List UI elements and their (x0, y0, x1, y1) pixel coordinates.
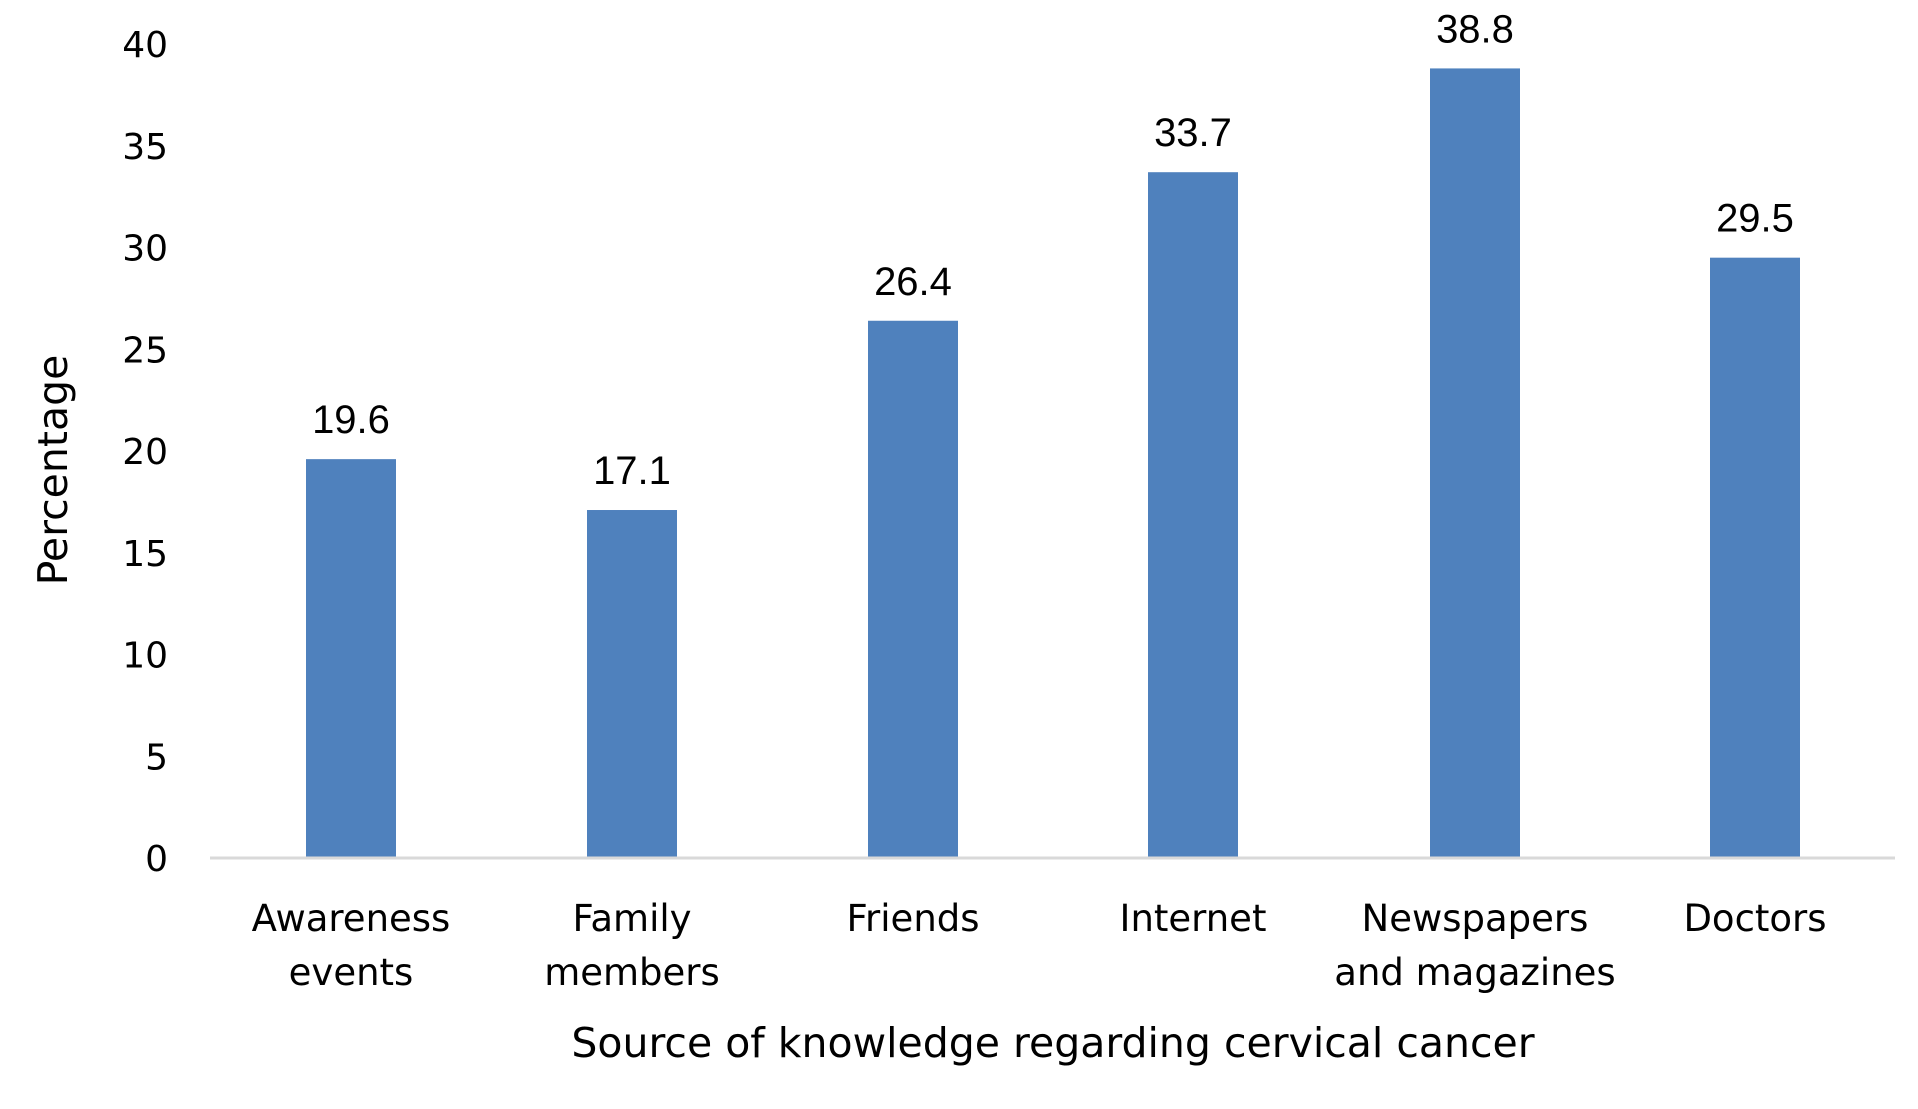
data-labels: 19.6 17.1 26.4 33.7 38.8 29.5 (312, 7, 1794, 493)
bar (306, 459, 396, 858)
category-label: members (544, 951, 720, 994)
y-tick-label: 0 (145, 839, 168, 880)
y-tick-label: 20 (122, 432, 168, 473)
category-label: Internet (1120, 897, 1267, 940)
data-label: 19.6 (312, 398, 390, 442)
bars (306, 68, 1800, 859)
y-tick-label: 10 (122, 636, 168, 677)
y-tick-label: 15 (122, 534, 168, 575)
y-tick-label: 5 (145, 737, 168, 778)
data-label: 17.1 (593, 449, 671, 493)
y-tick-label: 30 (122, 229, 168, 270)
y-tick-label: 40 (122, 25, 168, 66)
bar (587, 510, 677, 858)
category-label: Doctors (1683, 897, 1826, 940)
data-label: 26.4 (874, 260, 952, 304)
x-axis-title: Source of knowledge regarding cervical c… (571, 1019, 1534, 1067)
category-label: Friends (846, 897, 979, 940)
data-label: 33.7 (1154, 111, 1232, 155)
category-label: events (289, 951, 414, 994)
bar (868, 320, 958, 858)
category-label: and magazines (1334, 951, 1615, 994)
y-axis-title: Percentage (29, 355, 77, 586)
category-label: Newspapers (1362, 897, 1589, 940)
bar (1430, 68, 1520, 859)
y-axis-ticks: 051015202530354045 (122, 25, 168, 880)
bar (1148, 172, 1238, 858)
bar (1710, 257, 1800, 858)
y-tick-label: 25 (122, 330, 168, 371)
y-tick-label: 35 (122, 127, 168, 168)
data-label: 29.5 (1716, 197, 1794, 241)
category-labels: Awareness events Family members Friends Inter… (252, 897, 1827, 994)
data-label: 38.8 (1436, 7, 1514, 51)
category-label: Awareness (252, 897, 451, 940)
category-label: Family (572, 897, 691, 940)
